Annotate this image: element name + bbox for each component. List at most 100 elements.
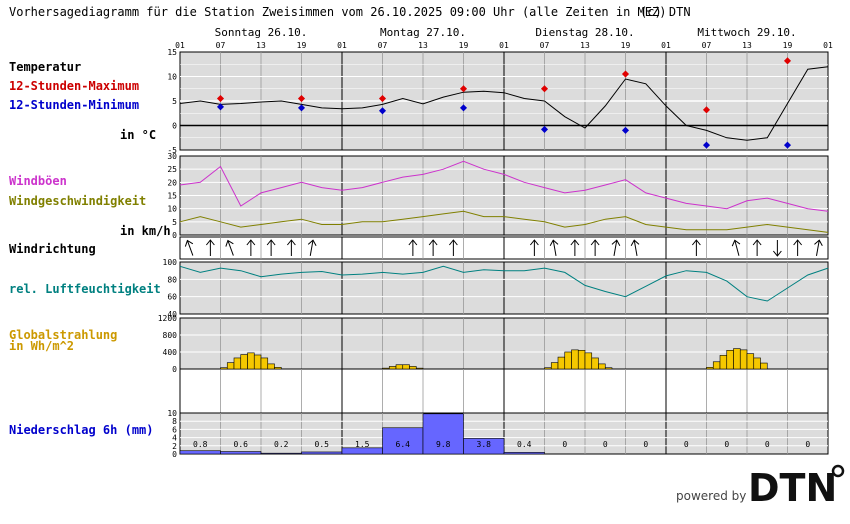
radiation-bar (240, 354, 248, 370)
dtn-logo: DTN (748, 466, 837, 510)
precip-value-label: 0.4 (517, 440, 532, 449)
radiation-bar (577, 349, 586, 370)
radiation-bar (220, 367, 228, 370)
wind-arrow-icon (428, 239, 438, 256)
tmin-point (783, 141, 792, 149)
temperature-line (179, 66, 829, 141)
humidity-ytick: 60 (167, 293, 177, 302)
wind-arrow-icon (691, 239, 701, 256)
humidity-line (179, 265, 829, 302)
label-temperature: Temperatur (9, 60, 81, 74)
tmax-point (702, 106, 711, 114)
radiation-bar (571, 349, 579, 370)
radiation-bar (415, 367, 424, 370)
label-temp-unit: in °C (120, 128, 156, 142)
radiation-bar (726, 349, 734, 370)
precip-bar (301, 451, 343, 455)
hour-tick-label: 13 (418, 41, 428, 50)
wind-arrow-head (772, 250, 782, 257)
hour-tick-label: 19 (621, 41, 631, 50)
wind-arrow-icon (630, 239, 640, 256)
tmax-point (216, 95, 225, 103)
wind-arrow-shaft (227, 240, 234, 256)
wind-arrow-head (428, 239, 438, 246)
wind-arrow-head (448, 239, 458, 246)
temperature-ytick: -5 (167, 146, 177, 155)
wind-arrow-icon (549, 239, 559, 256)
hour-tick-label: 07 (540, 41, 550, 50)
precipitation-ytick: 10 (167, 409, 177, 418)
radiation-bar (253, 354, 262, 370)
wind-ytick: 20 (167, 178, 177, 187)
precip-value-label: 0 (603, 440, 608, 449)
wind-arrow-icon (266, 239, 276, 256)
radiation-bar (409, 366, 417, 370)
hour-tick-labels: 01 07 13 19 01 07 13 19 01 07 13 19 01 07 13 19 01 (175, 41, 833, 50)
precipitation-ytick: 0 (172, 450, 177, 459)
radiation-bar (247, 352, 255, 370)
hour-tick-label: 13 (742, 41, 752, 50)
radiation-ytick: 1200 (158, 314, 177, 323)
wind-arrow-shaft (552, 240, 557, 256)
precip-value-label: 0.6 (234, 440, 249, 449)
hour-tick-label: 13 (580, 41, 590, 50)
wind-arrow-icon (286, 239, 296, 256)
precip-value-label: 0 (684, 440, 689, 449)
precip-value-label: 0 (724, 440, 729, 449)
day-label: Montag 27.10. (380, 26, 466, 39)
radiation-bar (760, 362, 768, 370)
wind-arrow-head (611, 239, 621, 246)
precip-value-label: 0.8 (193, 440, 208, 449)
wind-arrow-icon (529, 239, 539, 256)
radiation-bar (604, 367, 613, 370)
wind-arrow-head (814, 239, 823, 246)
radiation-bar (706, 366, 714, 370)
wind-ytick: 15 (167, 192, 177, 201)
precip-bar (382, 427, 424, 455)
precip-value-label: 1.5 (355, 440, 370, 449)
precip-bar (422, 413, 464, 455)
radiation-bar (260, 357, 269, 370)
radiation-bar (267, 363, 275, 370)
precip-bar (260, 452, 302, 455)
day-label: Mittwoch 29.10. (697, 26, 796, 39)
wind-arrow-icon (731, 239, 741, 256)
day-labels: Sonntag 26.10. Montag 27.10. Dienstag 28.1… (215, 26, 797, 39)
hour-tick-label: 13 (256, 41, 266, 50)
day-label: Dienstag 28.10. (535, 26, 634, 39)
wind-arrow-head (246, 239, 256, 246)
hour-tick-label: 19 (297, 41, 307, 50)
wind-arrow-head (691, 239, 701, 246)
tmin-point (297, 104, 306, 112)
label-radiation-unit: in Wh/m^2 (9, 339, 74, 353)
precip-value-label: 0 (562, 440, 567, 449)
tmax-point (540, 85, 549, 93)
humidity-ytick: 80 (167, 275, 177, 284)
hour-tick-label: 19 (459, 41, 469, 50)
label-wind: Windgeschwindigkeit (9, 194, 146, 208)
radiation-bar (550, 362, 559, 370)
radiation-bar (591, 357, 599, 370)
tmax-point (459, 85, 468, 93)
wind-arrow-icon (752, 239, 762, 256)
wind-ytick: 0 (172, 231, 177, 240)
wind-arrow-icon (184, 239, 194, 256)
label-humidity: rel. Luftfeuchtigkeit (9, 282, 161, 296)
radiation-bar (753, 357, 761, 370)
tmin-point (621, 126, 630, 134)
wind-arrow-icon (793, 239, 803, 256)
temperature-ytick: 15 (167, 48, 177, 57)
radiation-bar (226, 362, 235, 370)
hour-tick-label: 07 (702, 41, 712, 50)
radiation-bar (557, 356, 566, 370)
wind-arrow-icon (225, 239, 234, 256)
wind-arrow-icon (590, 239, 600, 256)
precip-bar (503, 452, 545, 455)
precip-value-label: 0 (805, 440, 810, 449)
radiation-bar (564, 351, 572, 370)
radiation-bar (584, 352, 593, 370)
tmax-point (783, 57, 792, 65)
radiation-bar (544, 367, 552, 370)
wind-arrow-head (307, 239, 317, 246)
copyright: (c) DTN (640, 5, 691, 19)
